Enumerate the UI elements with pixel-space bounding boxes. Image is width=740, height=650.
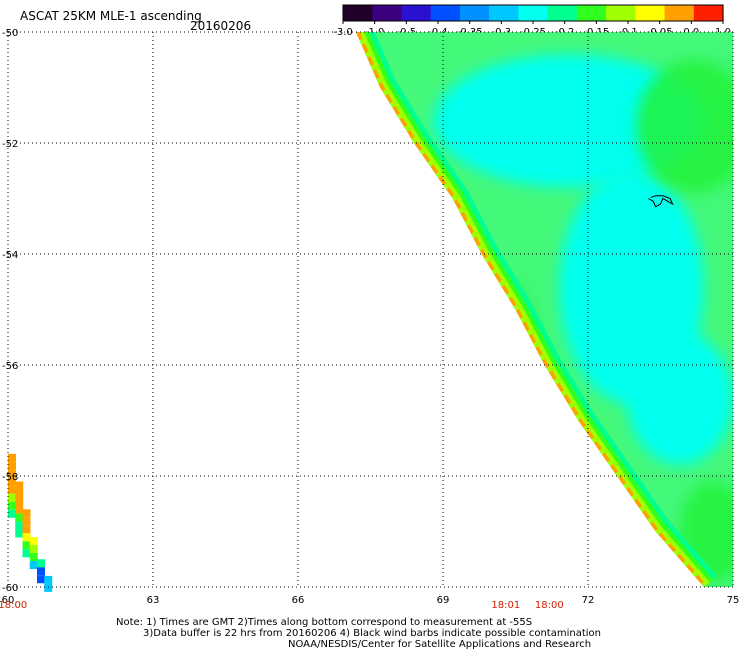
plot-area: 60 63 66 69 72 75 -50 -52 -54 -56 -58 -60 18:00 18:01…: [0, 28, 740, 611]
corner-swath-cell: [8, 493, 16, 502]
corner-swath-cell: [29, 545, 38, 554]
x-tick-label: 60: [2, 595, 15, 606]
colorbar-segment: [547, 5, 578, 21]
corner-swath-cell: [22, 525, 31, 534]
green-region: [636, 59, 733, 193]
note-line-3: NOAA/NESDIS/Center for Satellite Applica…: [288, 639, 591, 650]
chart-date: 20160206: [190, 19, 251, 33]
corner-swath-cell: [15, 513, 24, 522]
note-line-2: 3)Data buffer is 22 hrs from 20160206 4)…: [143, 628, 601, 639]
corner-swath-cell: [15, 489, 24, 498]
colorbar-segment: [606, 5, 636, 21]
corner-swath-cell: [29, 561, 38, 570]
corner-swath-cell: [15, 529, 24, 538]
corner-swath-cell: [22, 541, 31, 550]
cyan-region: [433, 54, 704, 188]
colorbar-segment: [459, 5, 490, 21]
corner-swath-cell: [8, 477, 16, 486]
time-label: 18:00: [535, 600, 564, 611]
corner-swath-cell: [37, 559, 45, 568]
y-tick-label: -58: [2, 472, 18, 483]
corner-swath-cell: [44, 583, 53, 592]
corner-swath-cell: [15, 497, 24, 506]
colorbar-segment: [664, 5, 695, 21]
time-label: 18:01: [491, 600, 520, 611]
x-tick-label: 75: [727, 595, 740, 606]
y-tick-label: -54: [2, 250, 18, 261]
corner-swath-cell: [22, 549, 31, 558]
corner-swath-cell: [37, 567, 45, 576]
colorbar-segment: [372, 5, 403, 21]
colorbar-segment: [635, 5, 666, 21]
corner-swath-cell: [37, 575, 45, 584]
colorbar-segment: [430, 5, 461, 21]
time-label: 18:00: [0, 600, 27, 611]
corner-swath-cell: [8, 453, 16, 462]
corner-swath-cell: [8, 501, 16, 510]
corner-swath-cell: [15, 521, 24, 530]
x-tick-label: 63: [147, 595, 160, 606]
colorbar-segment: [576, 5, 607, 21]
y-tick-label: -52: [2, 139, 18, 150]
chart-title: ASCAT 25KM MLE-1 ascending: [20, 9, 202, 23]
y-tick-label: -60: [2, 583, 18, 594]
notes: Note: 1) Times are GMT 2)Times along bot…: [116, 617, 601, 650]
colorbar-tick-label: -3.0: [333, 27, 353, 38]
corner-swath-cell: [22, 517, 31, 526]
corner-swath-cell: [8, 469, 16, 478]
contamination-barb: [648, 195, 674, 208]
corner-swath-cell: [8, 509, 16, 518]
corner-swath-cell: [22, 509, 31, 518]
y-tick-label: -50: [2, 28, 18, 39]
corner-swath-cell: [29, 553, 38, 562]
corner-swath-cell: [8, 461, 16, 470]
cyan-region: [626, 331, 733, 465]
corner-swath-cell: [8, 485, 16, 494]
x-tick-label: 69: [437, 595, 450, 606]
corner-swath-cell: [15, 481, 24, 490]
colorbar-segment: [401, 5, 432, 21]
colorbar-segment: [518, 5, 549, 21]
swath-field: [356, 32, 733, 587]
tick-labels: 60 63 66 69 72 75 -50 -52 -54 -56 -58 -60: [2, 28, 740, 606]
x-tick-label: 66: [292, 595, 305, 606]
corner-swath-cell: [22, 533, 31, 542]
corner-swath-cell: [44, 575, 53, 584]
corner-swath-cell: [15, 505, 24, 514]
grid: [7, 31, 734, 588]
note-line-1: Note: 1) Times are GMT 2)Times along bot…: [116, 617, 532, 628]
colorbar-segment: [489, 5, 519, 21]
colorbar-segment: [343, 5, 373, 21]
corner-swath-cell: [29, 537, 38, 546]
x-tick-label: 72: [582, 595, 595, 606]
colorbar-segment: [693, 5, 724, 21]
y-tick-label: -56: [2, 361, 18, 372]
